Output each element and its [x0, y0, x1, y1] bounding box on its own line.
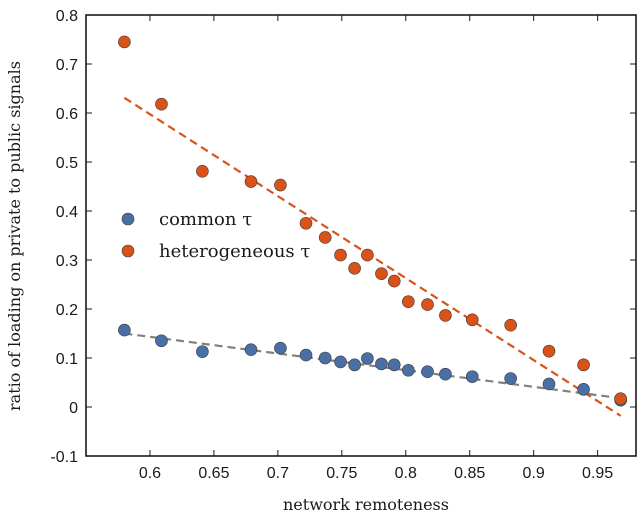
y-axis-ticks: -0.1 0 0.1 0.2 0.3 0.4 0.5 0.6 0.7 0.8 — [50, 8, 636, 466]
data-point-1 — [421, 298, 434, 311]
data-point-1 — [402, 295, 415, 308]
data-point-0 — [439, 367, 452, 381]
data-point-1 — [155, 97, 168, 111]
legend: common τ heterogeneous τ — [121, 209, 310, 262]
data-point-1 — [542, 344, 556, 358]
data-point-0 — [334, 355, 347, 369]
data-point-0 — [361, 352, 374, 365]
data-point-0 — [196, 345, 209, 358]
x-tick-label: 0.95 — [582, 465, 613, 482]
y-tick-label: 0.3 — [56, 253, 78, 270]
data-points — [118, 35, 627, 407]
y-tick-label: 0.6 — [56, 106, 78, 123]
data-point-1 — [439, 309, 452, 322]
data-point-1 — [299, 216, 313, 230]
x-axis-ticks: 0.6 0.65 0.7 0.75 0.8 0.85 0.9 0.95 — [139, 15, 613, 482]
data-point-1 — [614, 392, 627, 405]
data-point-0 — [577, 383, 590, 396]
y-tick-label: 0.5 — [56, 155, 78, 172]
data-point-0 — [299, 348, 313, 362]
data-point-1 — [196, 165, 209, 178]
data-point-1 — [504, 318, 517, 332]
y-tick-label: -0.1 — [50, 449, 78, 466]
data-point-0 — [118, 323, 131, 337]
data-point-0 — [387, 358, 401, 372]
x-tick-label: 0.6 — [139, 465, 161, 482]
y-axis-label: ratio of loading on private to public si… — [5, 61, 24, 411]
data-point-0 — [421, 365, 434, 379]
y-tick-label: 0 — [69, 400, 78, 417]
data-point-0 — [274, 341, 287, 355]
data-point-0 — [542, 377, 556, 391]
plot-area — [85, 14, 637, 457]
data-point-0 — [348, 358, 361, 372]
plot-frame — [85, 14, 637, 457]
x-tick-label: 0.7 — [267, 465, 289, 482]
trend-lines — [123, 96, 622, 417]
x-tick-label: 0.8 — [395, 465, 417, 482]
data-point-1 — [361, 248, 374, 262]
trend-line-0 — [124, 332, 621, 400]
y-tick-label: 0.7 — [56, 57, 78, 74]
data-point-1 — [375, 267, 388, 281]
data-point-1 — [387, 274, 401, 288]
y-tick-label: 0.4 — [56, 204, 78, 221]
data-point-1 — [118, 35, 131, 49]
x-axis-label: network remoteness — [283, 495, 449, 514]
legend-marker-heterogeneous — [121, 244, 135, 258]
data-point-1 — [577, 358, 590, 372]
data-point-0 — [375, 357, 388, 371]
data-point-1 — [244, 175, 258, 188]
data-point-0 — [318, 351, 332, 365]
trend-line-1 — [123, 96, 622, 417]
data-point-0 — [465, 370, 479, 383]
data-point-1 — [318, 231, 332, 244]
data-point-1 — [465, 313, 479, 327]
x-tick-label: 0.9 — [523, 465, 545, 482]
legend-marker-common — [121, 212, 135, 226]
legend-label-common: common τ — [159, 209, 252, 230]
data-point-1 — [348, 262, 361, 275]
data-point-0 — [244, 343, 258, 356]
x-tick-label: 0.75 — [326, 465, 357, 482]
data-point-1 — [274, 178, 287, 192]
x-tick-label: 0.85 — [454, 465, 485, 482]
data-point-1 — [334, 248, 347, 262]
y-tick-label: 0.1 — [56, 351, 78, 368]
y-tick-label: 0.8 — [56, 8, 78, 25]
data-point-0 — [155, 334, 168, 348]
legend-label-heterogeneous: heterogeneous τ — [159, 241, 310, 262]
y-tick-label: 0.2 — [56, 302, 78, 319]
x-tick-label: 0.65 — [198, 465, 229, 482]
data-point-0 — [402, 363, 415, 377]
data-point-0 — [504, 372, 517, 385]
